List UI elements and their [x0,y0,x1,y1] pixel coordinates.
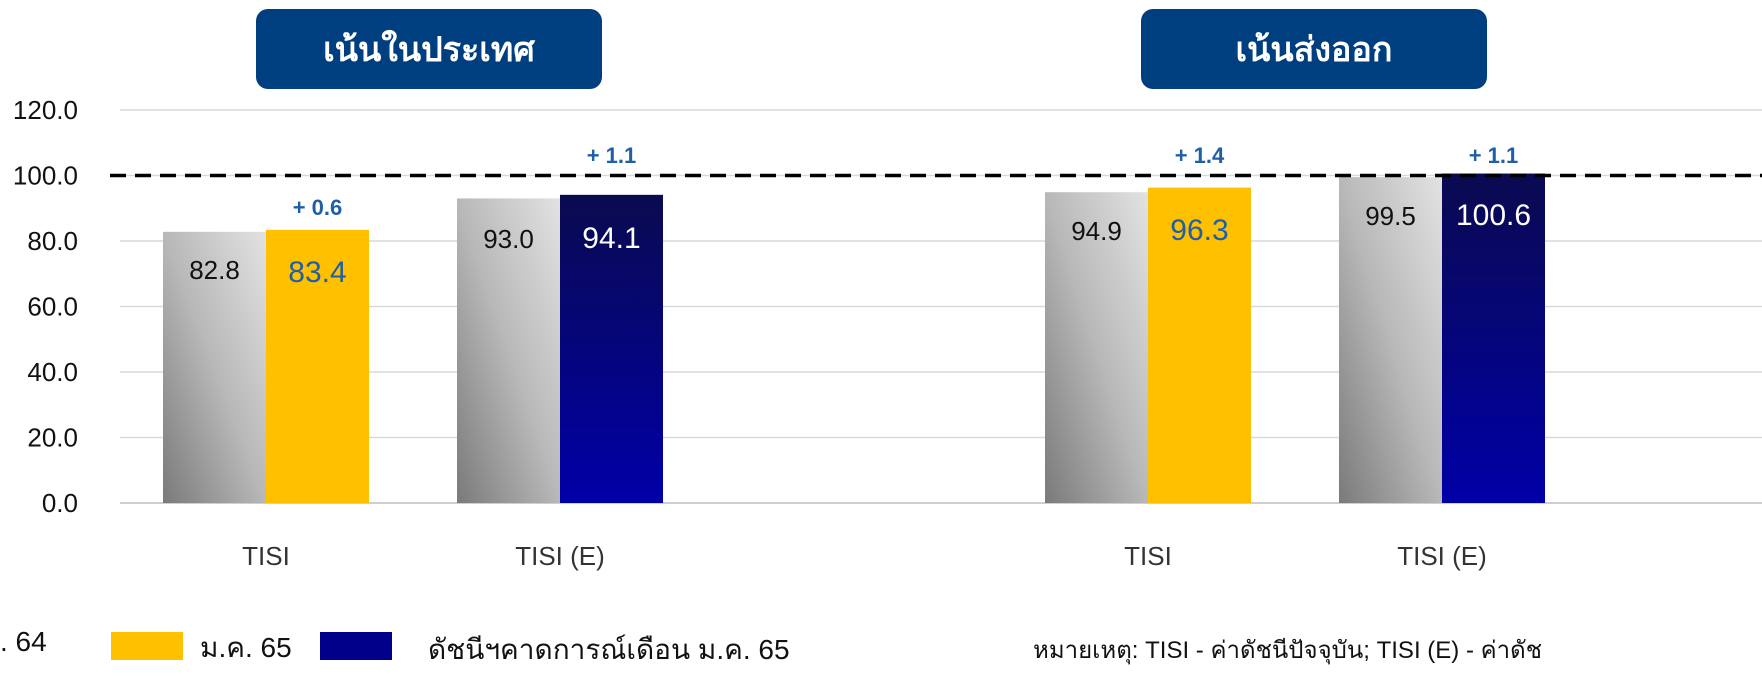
bar-previous [457,198,560,504]
change-label: + 0.6 [293,195,343,220]
legend-swatch-expectation [320,632,392,660]
y-tick-label: 0.0 [42,488,78,518]
data-label-previous: 94.9 [1071,216,1122,246]
data-label-current: 100.6 [1456,199,1531,232]
bar-previous [163,231,266,503]
group-title-domestic: เน้นในประเทศ [256,9,602,89]
change-label: + 1.1 [587,143,637,168]
data-label-previous: 82.8 [189,255,240,285]
y-tick-label: 40.0 [27,357,78,387]
legend-label-previous: . 64 [0,626,47,657]
y-tick-label: 120.0 [13,95,78,125]
x-tick-label: TISI (E) [515,541,605,571]
data-label-current: 83.4 [288,256,346,289]
change-label: + 1.1 [1469,143,1519,168]
data-label-current: 96.3 [1170,214,1228,247]
legend-label-current: ม.ค. 65 [200,632,292,663]
x-tick-label: TISI [242,541,290,571]
legend-label-expectation: ดัชนีฯคาดการณ์เดือน ม.ค. 65 [428,634,790,665]
bar-current [266,229,369,504]
data-label-current: 94.1 [582,222,640,255]
change-label: + 1.4 [1175,143,1225,168]
bar-previous [1339,177,1442,503]
y-tick-label: 20.0 [27,423,78,453]
bar-current [1442,173,1545,503]
x-tick-label: TISI [1124,541,1172,571]
bar-current [1148,187,1251,503]
data-label-previous: 93.0 [483,224,534,254]
legend: . 64 ม.ค. 65 ดัชนีฯคาดการณ์เดือน ม.ค. 65… [0,626,1762,689]
legend-swatch-current [111,632,183,660]
footnote: หมายเหตุ: TISI - ค่าดัชนีปัจจุบัน; TISI … [1033,637,1543,664]
data-label-previous: 99.5 [1365,201,1416,231]
group-title-export: เน้นส่งออก [1141,9,1487,89]
bar-previous [1045,192,1148,503]
y-tick-label: 100.0 [13,161,78,191]
x-tick-label: TISI (E) [1397,541,1487,571]
bar-current [560,194,663,503]
bar-chart: 0.0 20.0 40.0 60.0 80.0 100.0 120.0 82.8 83.4 + … [13,95,1762,571]
y-tick-label: 80.0 [27,226,78,256]
y-tick-label: 60.0 [27,292,78,322]
